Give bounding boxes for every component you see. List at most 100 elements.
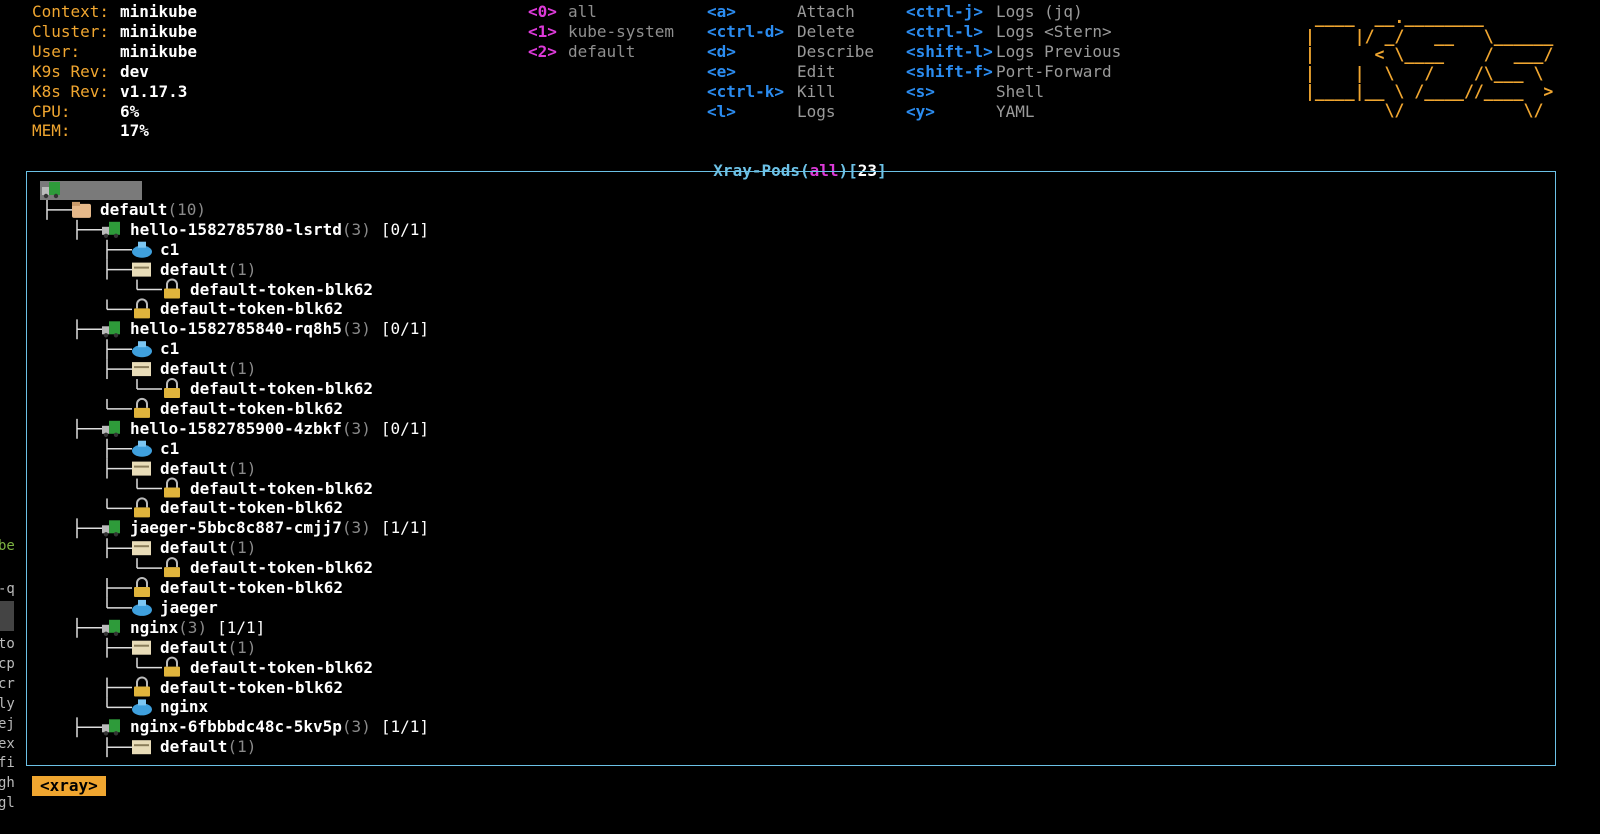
node-count: (3)	[341, 319, 371, 339]
node-count: (1)	[227, 359, 257, 379]
node-name: default-token-blk62	[160, 498, 344, 518]
pod-icon-wheel	[103, 532, 109, 537]
pod-icon-box	[109, 719, 120, 733]
shortcut-action: Delete	[797, 21, 855, 41]
pod-icon-box	[109, 619, 120, 633]
tree-row[interactable]: c1	[160, 339, 179, 359]
pod-icon-box	[49, 182, 60, 195]
container-icon	[132, 245, 152, 258]
info-value: 6%	[120, 101, 140, 121]
xray-panel	[26, 171, 1556, 766]
shortcut-action: YAML	[996, 101, 1035, 121]
info-label: CPU:	[32, 101, 71, 121]
node-name: default-token-blk62	[190, 379, 374, 398]
node-name: default-token-blk62	[190, 279, 374, 299]
node-name: c1	[160, 239, 180, 259]
tree-row[interactable]: default-token-blk62	[160, 678, 343, 698]
shortcut-action: Logs (jq)	[996, 2, 1083, 21]
background-fragment: ej	[0, 715, 15, 732]
tree-row[interactable]: default-token-blk62	[160, 578, 343, 598]
tree-row[interactable]: jaeger	[160, 598, 218, 618]
lock-body	[134, 407, 150, 418]
background-fragment: to	[0, 636, 15, 652]
node-count: (3)	[178, 617, 208, 637]
lock-body	[134, 507, 150, 518]
tree-row[interactable]: default(1)	[160, 638, 256, 658]
lock-shackle	[136, 298, 148, 309]
tree-row[interactable]: nginx	[160, 697, 208, 717]
pod-icon-box	[109, 221, 120, 235]
pod-icon-wheel	[103, 432, 109, 437]
tree-row[interactable]: default(10)	[100, 200, 206, 220]
lock-shackle	[166, 656, 178, 667]
title-middle: )[	[838, 161, 858, 180]
tree-row[interactable]: default-token-blk62	[190, 280, 373, 300]
tree-row[interactable]: default-token-blk62	[190, 479, 373, 499]
info-label: Context:	[32, 2, 110, 21]
namespace-key: <1>	[528, 21, 557, 41]
tree-row[interactable]: hello-1582785840-rq8h5(3) [0/1]	[130, 319, 429, 339]
info-label: K8s Rev:	[32, 81, 110, 101]
node-name: c1	[160, 339, 180, 359]
tree-row[interactable]: default-token-blk62	[190, 379, 373, 399]
logo-line: | |/ _/ __ \______	[1305, 26, 1554, 46]
node-name: default-token-blk62	[160, 578, 344, 597]
node-status: [0/1]	[380, 219, 429, 239]
lock-body	[164, 567, 180, 578]
tree-row[interactable]: nginx-6fbbbdc48c-5kv5p(3) [1/1]	[130, 717, 429, 737]
node-name: hello-1582785840-rq8h5	[130, 319, 342, 339]
tree-row[interactable]: default(1)	[160, 538, 256, 558]
folder-icon	[72, 203, 91, 218]
tree-row[interactable]: default(1)	[160, 359, 256, 379]
lock-shackle	[136, 577, 148, 587]
info-value: minikube	[120, 41, 198, 61]
title-suffix: ]	[877, 161, 887, 180]
lock-body	[164, 487, 180, 498]
tree-row[interactable]: default(1)	[160, 737, 256, 757]
namespace-name: default	[568, 41, 636, 61]
tree-row[interactable]: default-token-blk62	[190, 558, 373, 578]
node-count: (1)	[227, 259, 257, 279]
account-icon	[132, 640, 151, 655]
tree-row[interactable]: default-token-blk62	[160, 399, 343, 419]
tree-row[interactable]: c1	[160, 439, 179, 459]
pod-icon-cab	[102, 425, 109, 434]
background-fragment: gh	[0, 775, 15, 792]
pod-icon-wheel	[113, 432, 119, 437]
shortcut-key: <shift-l>	[906, 41, 993, 61]
tree-row[interactable]: default(1)	[160, 260, 256, 280]
tree-row[interactable]: default-token-blk62	[190, 658, 373, 678]
tree-row[interactable]: hello-1582785900-4zbkf(3) [0/1]	[130, 419, 429, 439]
tree-row[interactable]: nginx(3) [1/1]	[130, 618, 265, 638]
node-name: default	[160, 458, 228, 478]
pod-icon-wheel	[53, 193, 59, 199]
shortcut-key: <d>	[707, 41, 736, 61]
tree-row[interactable]: c1	[160, 240, 179, 260]
namespace-key: <0>	[528, 2, 557, 21]
tree-row[interactable]: default(1)	[160, 459, 256, 479]
container-icon-box	[138, 599, 146, 606]
tree-row[interactable]: default-token-blk62	[160, 498, 343, 518]
container-icon-box	[138, 341, 146, 348]
node-name: hello-1582785900-4zbkf	[130, 418, 342, 438]
lock-shackle	[136, 497, 148, 508]
pod-icon-cab	[102, 624, 109, 633]
node-name: default-token-blk62	[160, 398, 344, 418]
node-count: (3)	[341, 219, 371, 239]
pod-icon-box	[109, 520, 120, 534]
shortcut-action: Port-Forward	[996, 61, 1112, 81]
logo-line: | | \ / /\___ \	[1305, 63, 1554, 83]
background-fragment: be	[0, 538, 15, 554]
tree-row[interactable]: jaeger-5bbc8c887-cmjj7(3) [1/1]	[130, 518, 429, 538]
container-icon	[132, 603, 152, 616]
tree-row[interactable]: default-token-blk62	[160, 299, 343, 319]
lock-shackle	[136, 397, 148, 408]
tree-row[interactable]: hello-1582785780-lsrtd(3) [0/1]	[130, 220, 429, 240]
pod-icon-cab	[102, 724, 109, 733]
account-icon	[132, 740, 151, 755]
lock-body	[134, 308, 150, 319]
node-status: [1/1]	[217, 617, 266, 637]
shortcut-action: Logs Previous	[996, 41, 1122, 61]
shortcut-key: <y>	[906, 101, 935, 121]
